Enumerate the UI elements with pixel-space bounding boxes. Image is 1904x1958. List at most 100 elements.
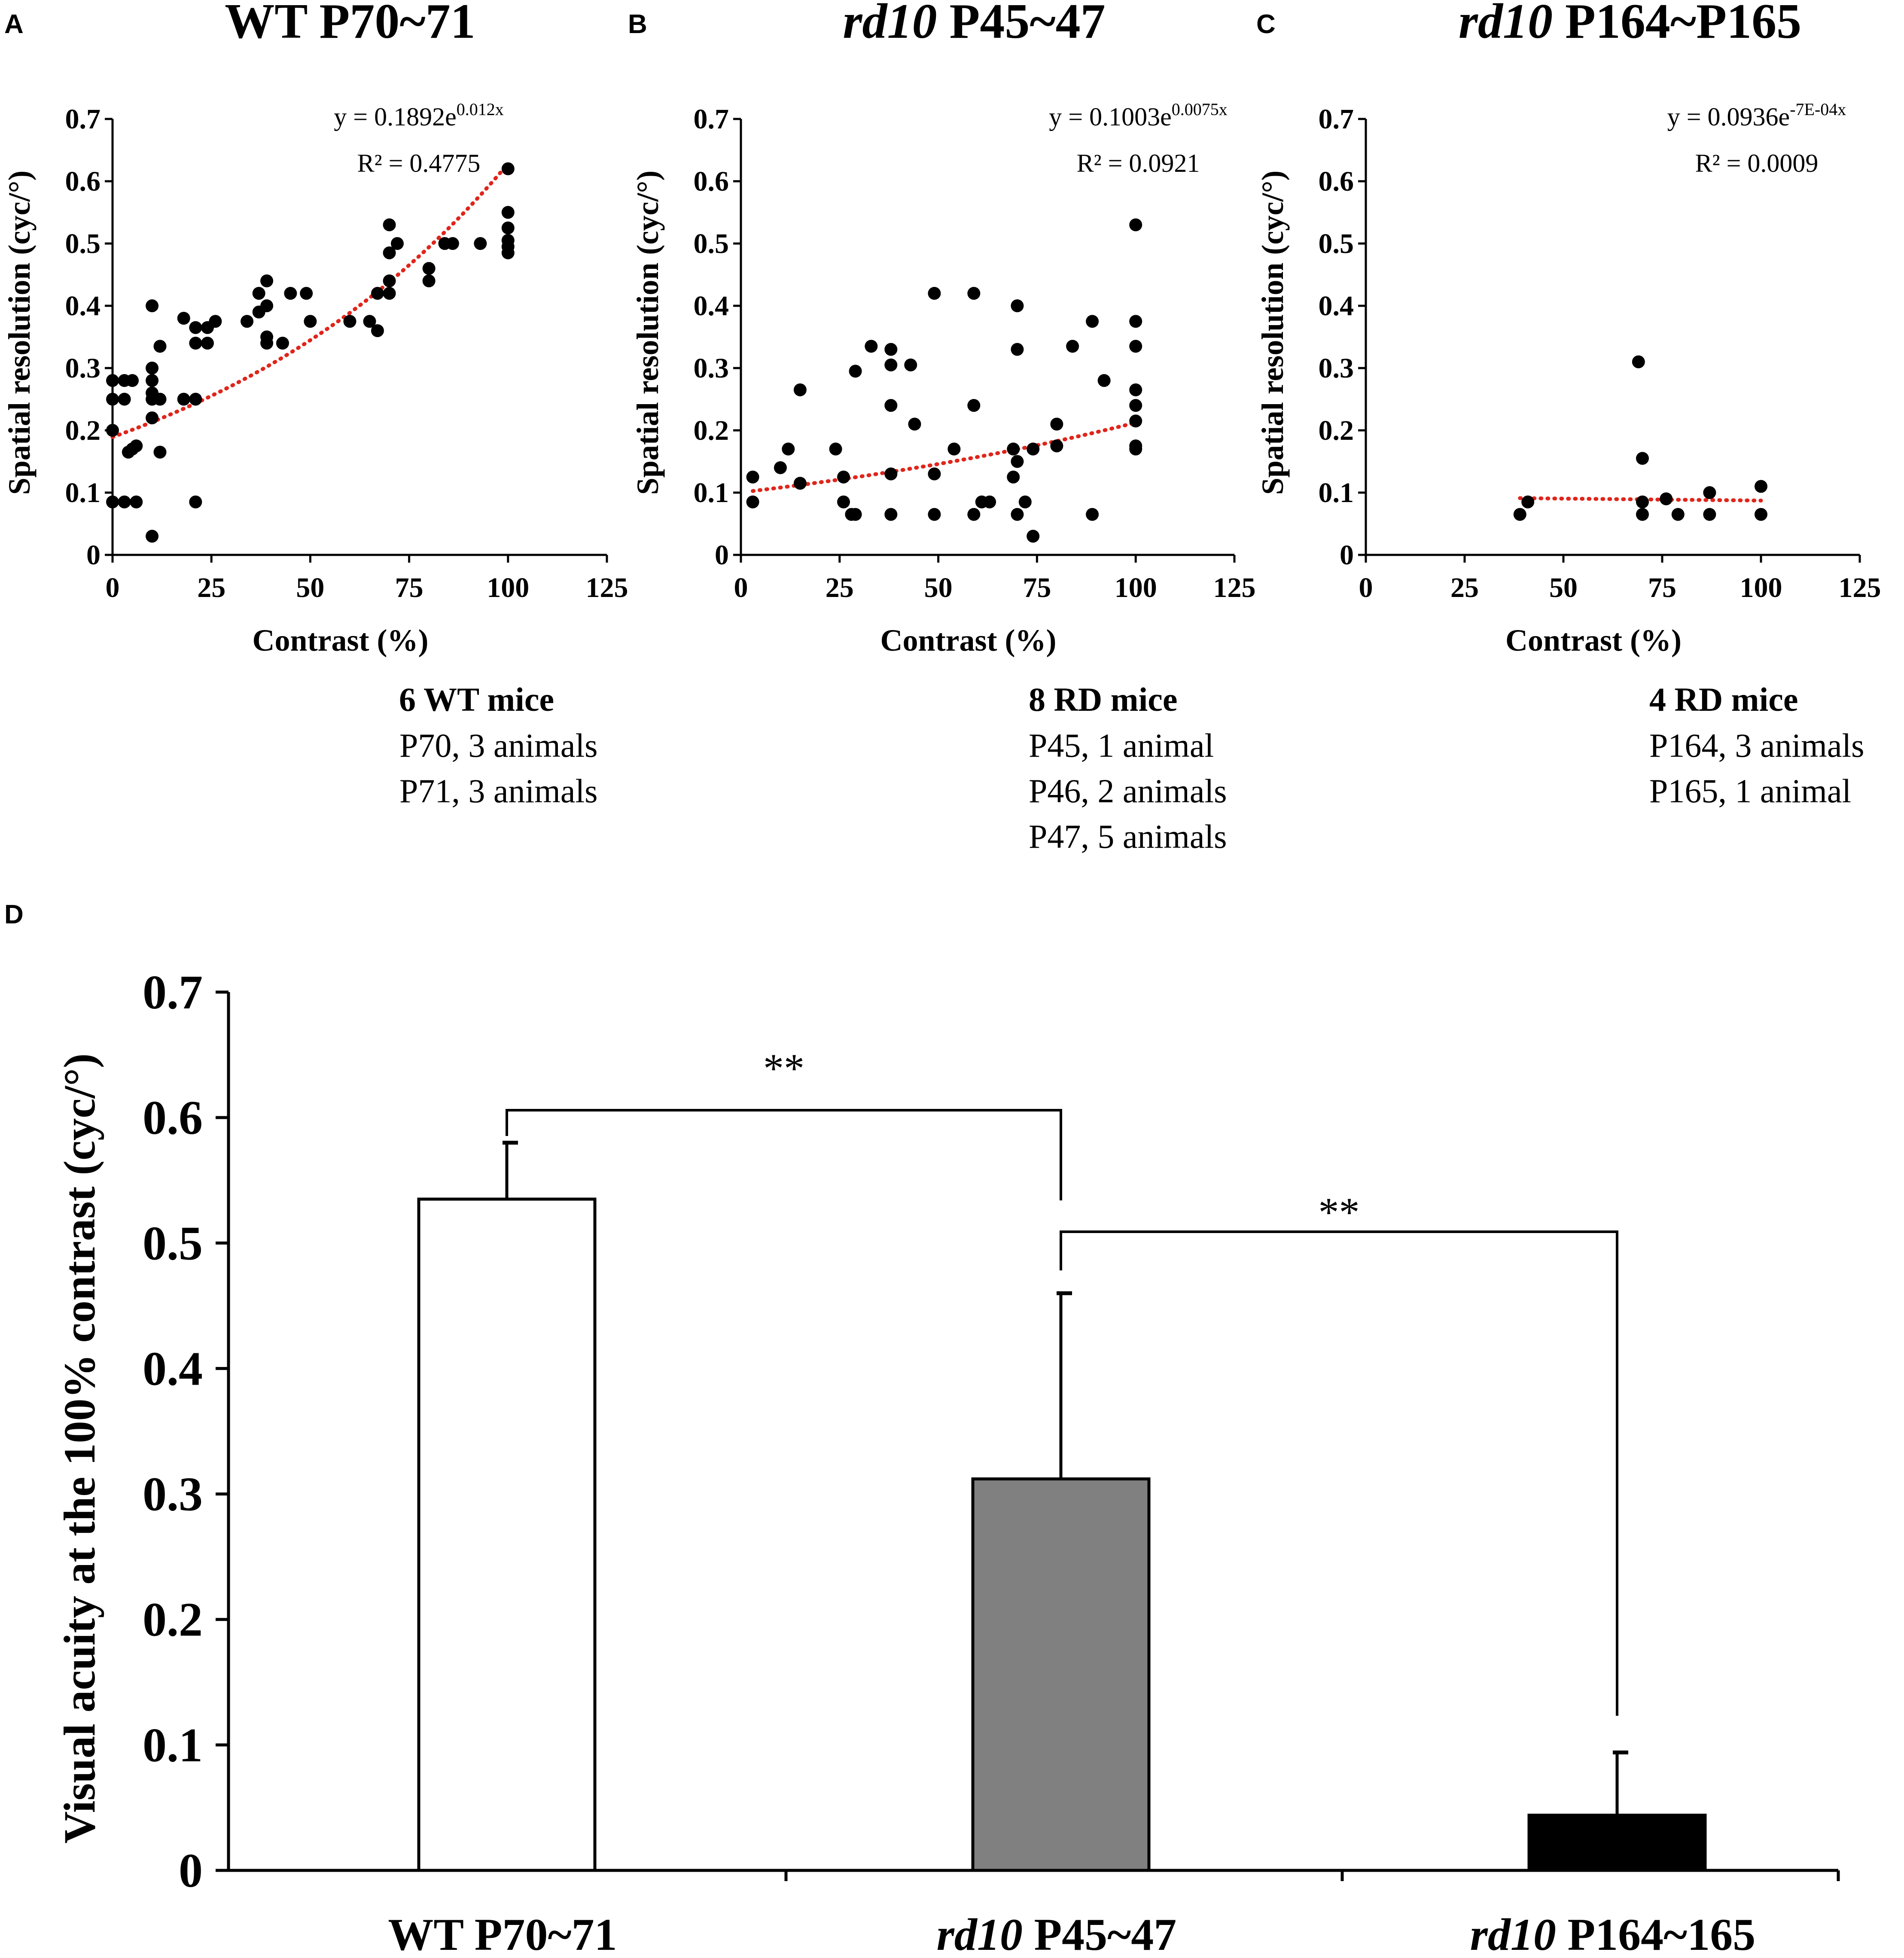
- trend-r2: R² = 0.0009: [1695, 149, 1819, 177]
- data-point: [793, 477, 807, 490]
- caption-line: P70, 3 animals: [399, 727, 598, 764]
- category-label: rd10 P45~47: [937, 1909, 1177, 1958]
- data-point: [1027, 530, 1040, 543]
- y-tick-label: 0.3: [143, 1468, 203, 1521]
- y-tick-label: 0: [86, 539, 101, 571]
- category-label: rd10 P164~165: [1470, 1909, 1756, 1958]
- panel-letter: C: [1256, 9, 1276, 39]
- y-tick-label: 0.5: [1319, 228, 1354, 259]
- panel-title-rest: P164~P165: [1553, 0, 1801, 49]
- data-point: [106, 393, 119, 406]
- category-label: WT P70~71: [388, 1909, 617, 1958]
- panel-letter: B: [628, 9, 647, 39]
- data-point: [884, 467, 898, 481]
- caption-line: P46, 2 animals: [1029, 772, 1227, 810]
- data-point: [260, 299, 274, 312]
- data-point: [130, 439, 143, 453]
- data-point: [126, 374, 139, 387]
- y-axis-label: Visual acuity at the 100% contrast (cyc/…: [55, 1053, 104, 1843]
- significance-label: **: [1319, 1189, 1360, 1235]
- data-point: [106, 495, 119, 509]
- data-point: [1050, 417, 1063, 431]
- y-tick-label: 0.1: [65, 477, 101, 509]
- y-tick-label: 0.7: [65, 104, 101, 135]
- data-point: [1632, 355, 1645, 368]
- category-label-italic: rd10: [937, 1909, 1023, 1958]
- data-point: [1007, 470, 1020, 484]
- trend-equation-lead: y = 0.1892e: [334, 103, 456, 131]
- caption-heading: 6 WT mice: [399, 681, 554, 718]
- x-tick-label: 50: [296, 572, 324, 603]
- data-point: [1129, 399, 1142, 412]
- y-tick-label: 0.1: [694, 477, 729, 509]
- panel-title: rd10 P164~P165: [1459, 0, 1801, 49]
- significance-label: **: [763, 1045, 804, 1091]
- data-point: [153, 340, 167, 353]
- y-axis-label: Spatial resolution (cyc/°): [2, 171, 37, 495]
- data-point: [793, 383, 807, 396]
- data-point: [1703, 486, 1716, 499]
- y-tick-label: 0.6: [65, 166, 101, 197]
- data-point: [252, 287, 265, 300]
- data-point: [967, 399, 981, 412]
- data-point: [153, 445, 167, 459]
- data-point: [501, 162, 515, 175]
- data-point: [383, 274, 396, 287]
- y-tick-label: 0.2: [694, 415, 729, 446]
- panel-title-italic: rd10: [1459, 0, 1553, 49]
- y-tick-label: 0.2: [1319, 415, 1354, 446]
- data-point: [884, 508, 898, 521]
- data-point: [146, 299, 159, 312]
- data-point: [746, 495, 759, 509]
- data-point: [422, 262, 436, 275]
- data-point: [146, 374, 159, 387]
- data-point: [1011, 299, 1024, 312]
- data-point: [1086, 315, 1099, 328]
- significance-bracket: [1060, 1230, 1618, 1716]
- category-label-rest: WT P70~71: [388, 1909, 617, 1958]
- scatter-panels: A WT P70~71 0 0.1 0.2 0.3 0.4 0.5 0.6 0.7 0 25 50 75 1…: [2, 0, 1881, 855]
- trendline: [1518, 496, 1763, 502]
- data-point: [153, 393, 167, 406]
- data-point: [1129, 414, 1142, 428]
- data-point: [106, 424, 119, 437]
- data-point: [928, 508, 941, 521]
- data-point: [1660, 492, 1673, 505]
- data-point: [474, 237, 487, 250]
- data-point: [146, 411, 159, 424]
- y-tick-label: 0.2: [65, 415, 101, 446]
- data-point: [829, 442, 842, 456]
- data-point: [849, 508, 862, 521]
- x-tick-label: 0: [1359, 572, 1373, 603]
- trend-equation-lead: y = 0.1003e: [1049, 103, 1171, 131]
- x-axis-label: Contrast (%): [880, 623, 1057, 658]
- x-tick-label: 50: [1549, 572, 1578, 603]
- y-tick-label: 0.4: [694, 290, 729, 322]
- data-point: [1129, 340, 1142, 353]
- data-point: [260, 337, 274, 350]
- data-point: [383, 218, 396, 231]
- bar: [1527, 1813, 1707, 1872]
- y-tick-label: 0.4: [143, 1342, 203, 1395]
- data-point: [904, 358, 917, 372]
- data-point: [967, 508, 981, 521]
- caption-line: P47, 5 animals: [1029, 818, 1227, 855]
- x-tick-label: 25: [826, 572, 854, 603]
- data-point: [177, 393, 190, 406]
- x-tick-label: 25: [1450, 572, 1479, 603]
- data-point: [849, 365, 862, 378]
- trend-equation: y = 0.0936e-7E-04x: [1667, 100, 1846, 131]
- y-tick-label: 0.7: [143, 966, 203, 1019]
- data-point: [837, 470, 850, 484]
- y-axis-label: Spatial resolution (cyc/°): [1255, 171, 1290, 495]
- x-tick-label: 50: [924, 572, 953, 603]
- trend-r2: R² = 0.0921: [1077, 149, 1200, 177]
- data-point: [189, 337, 202, 350]
- caption-heading: 8 RD mice: [1029, 681, 1178, 718]
- data-point: [201, 337, 214, 350]
- data-point: [177, 312, 190, 325]
- x-tick-label: 25: [197, 572, 225, 603]
- data-point: [304, 315, 317, 328]
- panel-title-italic: rd10: [843, 0, 937, 49]
